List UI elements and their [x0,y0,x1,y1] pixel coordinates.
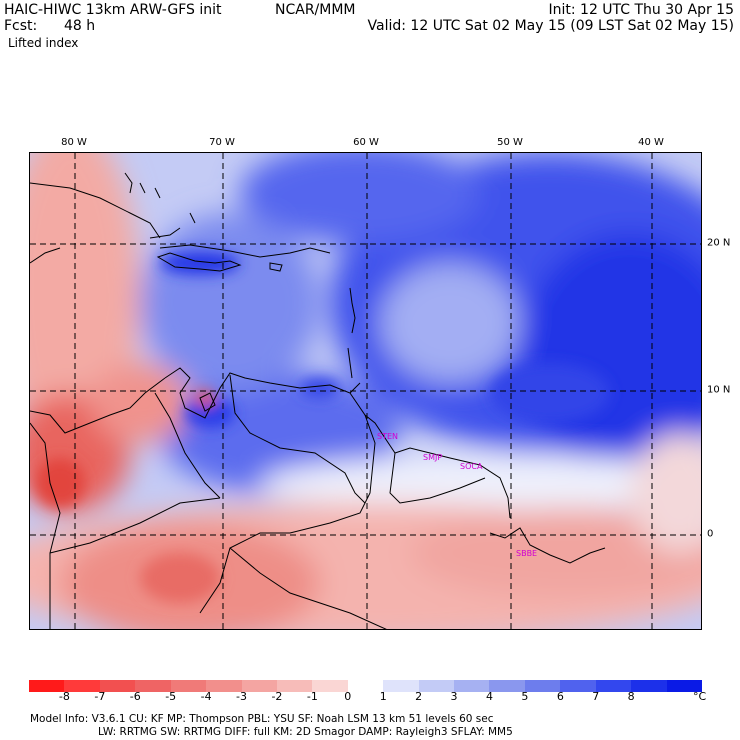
colorbar-segment [631,680,668,692]
lon-label: 60 W [353,137,379,148]
colorbar-tick: -3 [236,690,247,703]
fcst-value: 48 h [64,18,96,34]
model-title: HAIC-HIWC 13km ARW-GFS init [4,2,222,18]
fcst-label: Fcst: [4,18,38,34]
colorbar-segment [560,680,597,692]
lat-label: 10 N [707,384,731,396]
colorbar-tick: -1 [306,690,318,703]
colorbar-tick: 4 [485,690,493,703]
colorbar-unit: °C [693,690,707,703]
lifted-index-map: STEN SMJP SOCA SBBE [29,152,702,630]
colorbar-segment [524,680,561,692]
colorbar-segment [276,680,313,692]
lon-label: 70 W [209,137,235,148]
colorbar-segment [595,680,632,692]
colorbar-segment [347,680,384,692]
lon-label: 80 W [61,137,87,148]
lat-label: 0 [707,528,714,540]
lat-label: 20 N [707,237,731,249]
map-canvas: STEN SMJP SOCA SBBE [30,153,701,629]
colorbar-segment [666,680,703,692]
colorbar-tick: -7 [94,690,106,703]
islands [124,172,356,412]
colorbar-tick: 2 [415,690,423,703]
colorbar-tick: -2 [271,690,283,703]
colorbar-tick: -6 [129,690,141,703]
station-label: SOCA [460,462,483,471]
colorbar-segment [241,680,278,692]
colorbar-segment [170,680,207,692]
colorbar-tick: -5 [165,690,177,703]
footer-model-info: Model Info: V3.6.1 CU: KF MP: Thompson P… [30,713,494,725]
station-label: SMJP [423,453,442,462]
lon-label: 40 W [638,137,664,148]
colorbar-segment [99,680,136,692]
colorbar-segment [383,680,420,692]
colorbar-tick: 7 [592,690,600,703]
station-label: SBBE [516,549,537,558]
colorbar-tick: -4 [200,690,212,703]
colorbar-tick: 8 [627,690,635,703]
colorbar-segment [454,680,490,692]
colorbar-segment [418,680,455,692]
colorbar-tick: 3 [450,690,458,703]
graticule [30,153,701,629]
org-label: NCAR/MMM [275,2,356,18]
coastlines [30,182,606,629]
colorbar [29,680,703,692]
borders [49,374,486,629]
lon-label: 50 W [497,137,523,148]
colorbar-tick: -8 [58,690,70,703]
station-label: STEN [377,432,398,441]
colorbar-tick: 1 [379,690,387,703]
colorbar-segment [206,680,242,692]
colorbar-segment [29,680,65,692]
field-name: Lifted index [8,36,79,50]
field-detail [35,251,610,603]
footer-physics: LW: RRTMG SW: RRTMG DIFF: full KM: 2D Sm… [98,726,513,738]
colorbar-segment [135,680,172,692]
colorbar-tick: 0 [344,690,352,703]
colorbar-tick: 5 [521,690,529,703]
colorbar-tick: 6 [556,690,564,703]
colorbar-segment [489,680,526,692]
init-time: Init: 12 UTC Thu 30 Apr 15 [548,2,734,18]
colorbar-segment [312,680,349,692]
colorbar-segment [64,680,101,692]
valid-time: Valid: 12 UTC Sat 02 May 15 (09 LST Sat … [367,18,734,34]
